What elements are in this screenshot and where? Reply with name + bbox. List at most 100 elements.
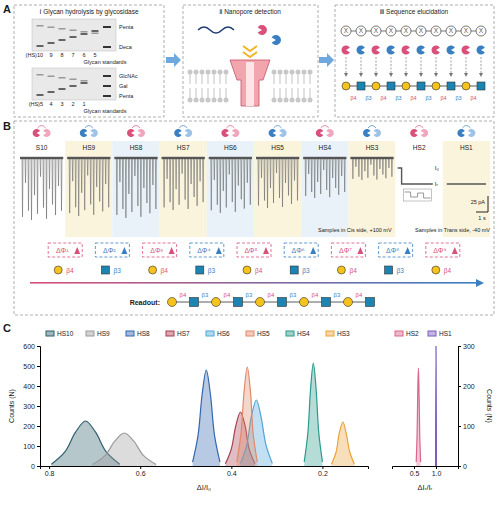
lipid-tail — [214, 74, 215, 84]
dashed-arrow — [436, 57, 437, 73]
residue-glcnac — [322, 298, 331, 307]
sample-label: HS2 — [413, 144, 426, 151]
tick-label: 600 — [23, 343, 35, 350]
unknown-residue — [356, 26, 366, 36]
distribution-line — [237, 367, 257, 462]
residue-glcnac — [190, 298, 199, 307]
lipid-head — [284, 70, 289, 75]
tick-label: 300 — [463, 343, 475, 350]
scale-label: 1 s — [478, 215, 486, 221]
step-label: ΔΦ³ — [150, 247, 163, 254]
legend-swatch — [428, 331, 436, 336]
tick: 100 — [458, 423, 475, 430]
lane-label: 3 — [60, 101, 63, 107]
axis-line — [37, 347, 41, 467]
plot-marks — [416, 346, 436, 466]
tick-label: 500 — [23, 363, 35, 370]
gel-band — [103, 95, 111, 97]
residue-gal — [402, 82, 410, 90]
legend-label: HS6 — [217, 330, 230, 337]
lipid-head — [206, 98, 211, 103]
residue-gal — [344, 298, 353, 307]
lipid-tail — [286, 74, 287, 84]
gel-band — [81, 33, 88, 35]
lipid-tail — [304, 74, 305, 84]
lipid-tail — [190, 74, 191, 84]
lipid-head — [290, 70, 295, 75]
residue-glcnac — [447, 82, 455, 90]
panel-frame — [237, 243, 271, 257]
lipid-head — [278, 98, 283, 103]
sample-label: HS7 — [177, 144, 190, 151]
panel-frame — [95, 243, 129, 257]
legend-swatch — [166, 331, 174, 336]
unknown-label: X — [344, 27, 349, 34]
sample-label: HS5 — [271, 144, 284, 151]
panel-a: Ⅰ Glycan hydrolysis by glycosidaseⅡ Nano… — [14, 5, 494, 117]
lipid-tail — [208, 88, 209, 98]
panel-frame — [379, 243, 413, 257]
enzyme — [417, 46, 425, 55]
lipid-tail — [220, 74, 221, 84]
linkage-label: β4 — [356, 292, 363, 298]
residue-glcnac — [387, 82, 395, 90]
tick-mark — [458, 386, 461, 387]
gel-band — [48, 91, 55, 93]
panel-letter: A — [3, 3, 11, 15]
enzyme — [357, 46, 365, 55]
panel-b: S10HS9HS8HS7HS6HS5HS4HS3I₀IᵣHS2HS125 pA1… — [14, 121, 494, 315]
enzyme — [316, 129, 323, 137]
sample-label: S10 — [36, 144, 48, 151]
linkage-label: β4 — [66, 267, 74, 275]
unknown-label: X — [419, 27, 424, 34]
tick-label: 0.8 — [45, 470, 55, 477]
linkage-label: β3 — [246, 292, 253, 298]
tick-mark — [458, 466, 461, 467]
residue-gal — [300, 298, 309, 307]
residue-glcnac — [385, 266, 393, 274]
lipid-tail — [310, 88, 311, 98]
gel-band — [81, 82, 88, 84]
gel-band — [37, 25, 44, 27]
chevron — [243, 52, 257, 57]
tick-mark — [37, 426, 40, 427]
axis-title: Counts (N) — [485, 389, 493, 423]
lipid-head — [212, 70, 217, 75]
cycle-arrow — [132, 126, 140, 129]
unknown-label: X — [464, 27, 469, 34]
gel-band — [37, 94, 44, 96]
lipid-head — [188, 98, 193, 103]
tick-mark — [436, 466, 437, 469]
trace-background — [443, 141, 490, 237]
chevron — [243, 46, 257, 51]
residue-glcnac — [357, 82, 365, 90]
lipid-head — [194, 70, 199, 75]
legend-label: HS8 — [137, 330, 150, 337]
gel-band — [92, 33, 99, 35]
readout-arrow-head — [476, 279, 484, 287]
trace-baseline — [162, 157, 205, 159]
lipid-head — [308, 70, 313, 75]
lane-label: 7 — [71, 52, 74, 58]
lipid-head — [296, 98, 301, 103]
legend-label: HS9 — [97, 330, 110, 337]
flow-arrow — [166, 53, 181, 67]
axis-line — [393, 467, 459, 470]
residue-gal — [243, 266, 251, 274]
legend-label: HS7 — [177, 330, 190, 337]
enzyme — [43, 129, 50, 137]
step-label: ΔΦ⁹ — [433, 247, 446, 254]
tick-mark — [37, 386, 40, 387]
standards-label: Glycan standards — [84, 59, 127, 65]
gel-band — [48, 76, 55, 78]
cycle-arrow — [274, 126, 282, 129]
step-title: Ⅱ Nanopore detection — [219, 8, 281, 16]
tick-mark — [458, 346, 461, 347]
legend-swatch — [395, 331, 403, 336]
step-arrow — [74, 247, 80, 254]
legend-label: HS4 — [297, 330, 310, 337]
trace-background — [301, 141, 348, 237]
gel-band — [103, 75, 111, 77]
step-arrow — [405, 247, 411, 254]
linkage-label: β4 — [440, 95, 446, 101]
